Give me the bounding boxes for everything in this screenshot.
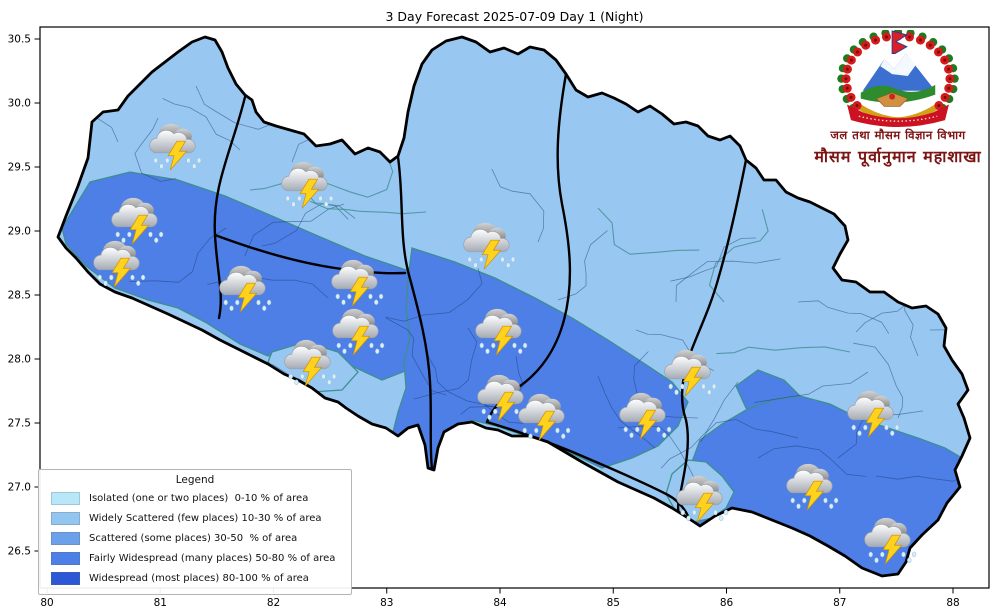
legend-row: Fairly Widespread (many places) 50-80 % … <box>39 548 351 568</box>
department-name: जल तथा मौसम विज्ञान विभाग <box>830 128 966 142</box>
y-tick-label: 26.5 <box>8 546 31 558</box>
legend-label: Scattered (some places) 30-50 % of area <box>89 532 298 544</box>
y-tick-label: 30.0 <box>8 98 31 110</box>
division-name: मौसम पूर्वानुमान महाशाखा <box>814 147 982 166</box>
x-tick-label: 82 <box>267 597 280 609</box>
plot-frame <box>39 26 990 589</box>
legend-box: Legend Isolated (one or two places) 0-10… <box>38 469 352 595</box>
x-tick-label: 86 <box>720 597 734 609</box>
y-tick-label: 29.0 <box>8 226 31 238</box>
legend-swatch <box>51 531 80 545</box>
axis-ticks: 80 81 82 83 84 85 86 87 88 30.5 30.0 29.5 29.0 28.5 28… <box>8 34 960 610</box>
x-tick-label: 84 <box>493 597 507 609</box>
legend-swatch <box>51 571 80 585</box>
legend-swatch <box>51 511 80 525</box>
x-tick-label: 85 <box>607 597 620 609</box>
legend-label: Widespread (most places) 80-100 % of are… <box>89 572 309 584</box>
x-tick-label: 87 <box>833 597 846 609</box>
region-central-dark <box>391 247 689 480</box>
legend-label: Isolated (one or two places) 0-10 % of a… <box>89 492 309 504</box>
x-tick-label: 80 <box>40 597 53 609</box>
legend-label: Fairly Widespread (many places) 50-80 % … <box>89 552 336 564</box>
legend-title: Legend <box>175 474 215 486</box>
legend-row: Scattered (some places) 30-50 % of area <box>39 528 351 548</box>
legend-swatch <box>51 491 80 505</box>
x-tick-label: 83 <box>380 597 393 609</box>
y-tick-label: 30.5 <box>8 34 31 46</box>
dhm-emblem-icon <box>837 30 959 128</box>
legend-label: Widely Scattered (few places) 10-30 % of… <box>89 512 322 524</box>
legend-swatch <box>51 551 80 565</box>
legend-row: Widely Scattered (few places) 10-30 % of… <box>39 508 351 528</box>
legend-row: Isolated (one or two places) 0-10 % of a… <box>39 488 351 508</box>
figure-title: 3 Day Forecast 2025-07-09 Day 1 (Night) <box>385 9 644 24</box>
y-tick-label: 27.5 <box>8 418 31 430</box>
y-tick-label: 28.5 <box>8 290 31 302</box>
y-tick-label: 27.0 <box>8 482 31 494</box>
dhm-logo-block: जल तथा मौसम विज्ञान विभाग मौसम पूर्वानुम… <box>800 30 996 167</box>
x-tick-label: 88 <box>946 597 959 609</box>
x-tick-label: 81 <box>154 597 167 609</box>
y-tick-label: 28.0 <box>8 354 31 366</box>
y-tick-label: 29.5 <box>8 162 31 174</box>
legend-row: Widespread (most places) 80-100 % of are… <box>39 568 351 588</box>
